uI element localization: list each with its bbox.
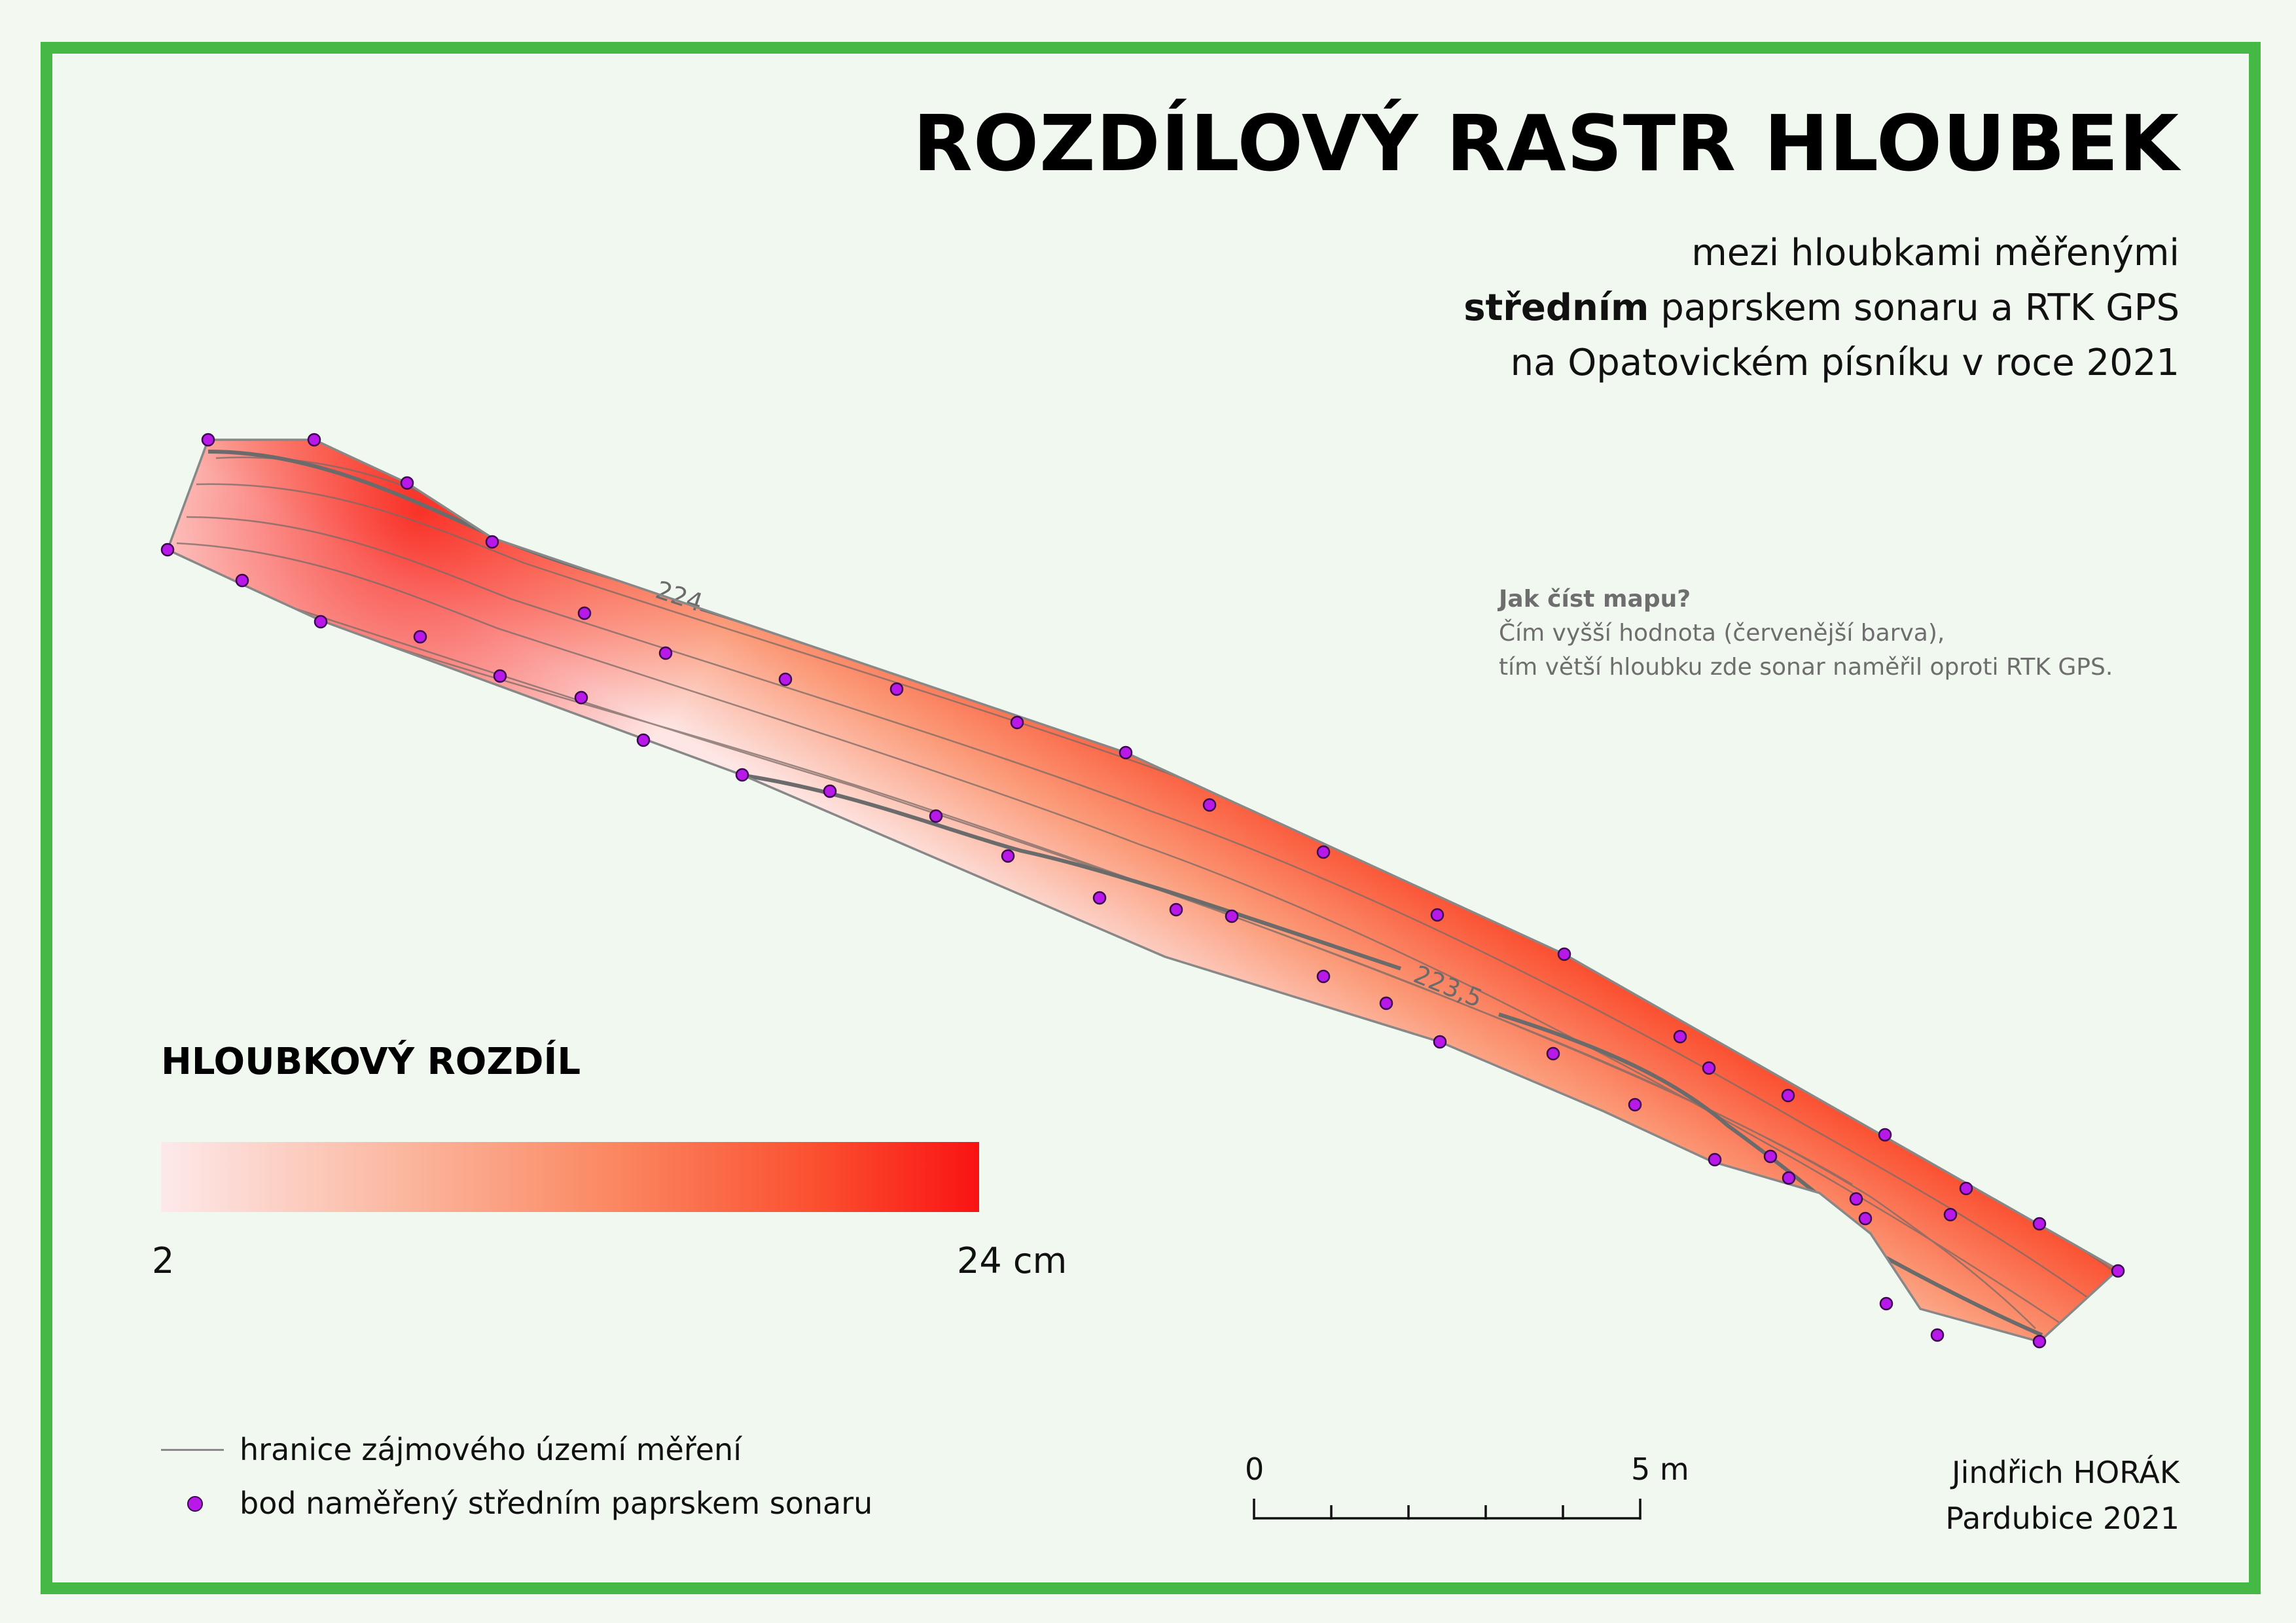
sonar-point [889,682,904,696]
how-to-read-line-2: tím větší hloubku zde sonar naměřil opro… [1499,654,2113,681]
subtitle-line-3: na Opatovickém písníku v roce 2021 [1510,342,2179,384]
legend-boundary-label: hranice zájmového území měření [240,1432,742,1467]
sonar-point [1316,969,1331,984]
sonar-points [160,433,2125,1349]
sonar-point [485,535,499,549]
subtitle-line-1: mezi hloubkami měřenými [1691,232,2179,274]
subtitle-bold-word: středním [1463,287,1649,329]
author-place-year: Pardubice 2021 [1945,1501,2179,1536]
author-name: Jindřich HORÁK [1952,1455,2179,1490]
sonar-point [1763,1149,1778,1164]
ramp-max-label: 24 cm [957,1240,1067,1281]
ramp-min-label: 2 [152,1240,175,1281]
sonar-point [778,672,793,687]
sonar-point [2032,1334,2047,1349]
color-ramp [161,1142,979,1212]
how-to-read-line-1: Čím vyšší hodnota (červenější barva), [1499,620,1945,647]
scale-bar [1253,1499,1641,1520]
sonar-point [1010,715,1024,730]
sonar-point [577,606,592,620]
scalebar-zero-label: 0 [1245,1452,1265,1487]
sonar-point [413,630,427,644]
sonar-point [1557,947,1571,961]
subtitle-line-2: středním paprskem sonaru a RTK GPS [1463,281,2179,336]
sonar-point [1781,1088,1795,1103]
sonar-point [2032,1217,2047,1231]
sonar-point [1943,1207,1958,1222]
sonar-point [2111,1264,2125,1278]
sonar-point [1959,1181,1973,1196]
sonar-point [1430,908,1444,922]
sonar-point [1225,909,1239,923]
sonar-point [636,733,651,747]
how-to-read: Jak číst mapu? Čím vyšší hodnota (červen… [1499,582,2113,685]
map-subtitle: mezi hloubkami měřenými středním paprske… [1463,226,2179,391]
sonar-point [1169,902,1183,917]
how-to-read-question: Jak číst mapu? [1499,586,1691,613]
sonar-point [160,543,175,557]
sonar-point [1878,1128,1892,1142]
sonar-point [1858,1211,1873,1226]
sonar-point [1379,996,1393,1010]
sonar-point [1092,891,1107,905]
sonar-point [658,646,673,660]
survey-boundary [166,438,2120,1343]
legend-title: HLOUBKOVÝ ROZDÍL [161,1041,581,1083]
sonar-point [1202,798,1217,812]
sonar-point [1316,845,1331,859]
sonar-point-symbol [161,1484,240,1523]
sonar-point [1702,1061,1716,1075]
sonar-point [735,768,749,782]
sonar-point [1433,1035,1447,1049]
author-block: Jindřich HORÁK Pardubice 2021 [1945,1450,2179,1541]
sonar-point [1673,1029,1687,1044]
sonar-point [1628,1097,1642,1112]
sonar-point [307,433,321,447]
boundary-line-symbol [161,1430,240,1469]
survey-area [168,440,2118,1342]
sonar-point [1708,1152,1722,1167]
sonar-point [1001,849,1015,863]
sonar-point [493,669,507,683]
sonar-point [1930,1328,1945,1342]
subtitle-line-2-rest: paprskem sonaru a RTK GPS [1649,287,2179,329]
sonar-point [1782,1171,1796,1185]
sonar-point [929,809,943,823]
sonar-point [314,615,328,629]
legend-boundary: hranice zájmového území měření [161,1430,742,1469]
sonar-point [823,784,837,798]
sonar-point [235,573,249,588]
sonar-point [574,690,588,705]
sonar-point [1546,1046,1560,1061]
sonar-point [1119,745,1133,760]
legend-point: bod naměřený středním paprskem sonaru [161,1484,872,1523]
legend-point-label: bod naměřený středním paprskem sonaru [240,1486,873,1521]
sonar-point [1849,1192,1863,1206]
sonar-point [201,433,215,447]
map-title: ROZDÍLOVÝ RASTR HLOUBEK [912,98,2179,188]
sonar-point [1879,1296,1893,1311]
sonar-point [400,476,414,490]
scalebar-max-label: 5 m [1631,1452,1689,1487]
